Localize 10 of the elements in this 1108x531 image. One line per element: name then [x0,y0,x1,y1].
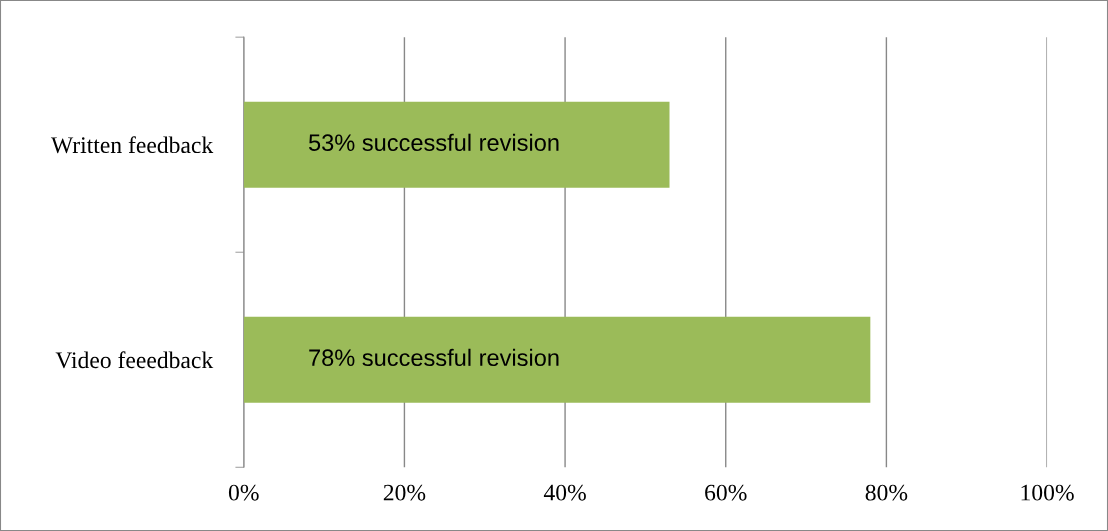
data-label: 53% successful revision [308,133,559,152]
data-label: 78% successful revision [309,348,559,367]
y-tick-label: Written feedback [50,136,214,154]
x-tick-label: 40% [543,484,586,501]
y-tick-label: Video feeedback [55,351,214,369]
x-tick-label: 100% [1021,484,1074,501]
x-tick-label: 60% [705,484,747,501]
x-tick-label: 20% [383,484,426,501]
x-tick-label: 0% [228,484,259,501]
x-tick-label: 80% [865,484,908,501]
